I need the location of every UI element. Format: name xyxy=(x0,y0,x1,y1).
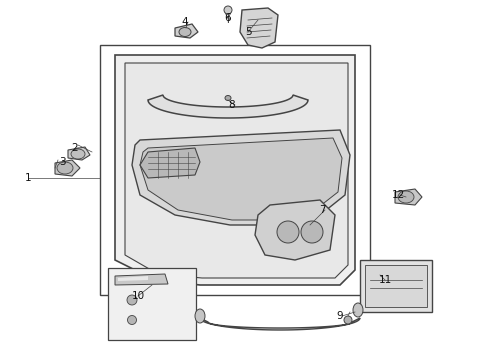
Text: 10: 10 xyxy=(131,291,145,301)
Ellipse shape xyxy=(344,316,352,324)
Polygon shape xyxy=(115,274,168,285)
Polygon shape xyxy=(68,147,90,160)
Bar xyxy=(365,265,427,307)
Polygon shape xyxy=(118,276,148,281)
Ellipse shape xyxy=(71,149,85,159)
Bar xyxy=(100,45,370,295)
Text: 3: 3 xyxy=(59,157,65,167)
Ellipse shape xyxy=(398,191,414,203)
Polygon shape xyxy=(240,8,278,48)
Polygon shape xyxy=(200,318,360,330)
Polygon shape xyxy=(140,148,200,178)
Ellipse shape xyxy=(225,95,231,100)
Text: 5: 5 xyxy=(245,27,251,37)
Ellipse shape xyxy=(224,6,232,14)
Text: 9: 9 xyxy=(337,311,343,321)
Text: 1: 1 xyxy=(24,173,31,183)
Ellipse shape xyxy=(57,162,73,174)
Ellipse shape xyxy=(353,303,363,317)
Polygon shape xyxy=(132,130,350,225)
Text: 12: 12 xyxy=(392,190,405,200)
Text: 2: 2 xyxy=(72,143,78,153)
Polygon shape xyxy=(175,24,198,38)
Polygon shape xyxy=(395,189,422,205)
Bar xyxy=(108,268,196,340)
Text: 4: 4 xyxy=(182,17,188,27)
Polygon shape xyxy=(125,63,348,278)
Polygon shape xyxy=(55,160,80,176)
Text: 11: 11 xyxy=(378,275,392,285)
Ellipse shape xyxy=(277,221,299,243)
Ellipse shape xyxy=(301,221,323,243)
Text: 8: 8 xyxy=(229,100,235,110)
Ellipse shape xyxy=(179,27,191,36)
Bar xyxy=(360,260,432,312)
Polygon shape xyxy=(255,200,335,260)
Ellipse shape xyxy=(127,295,137,305)
Text: 7: 7 xyxy=(318,205,325,215)
Polygon shape xyxy=(140,138,342,220)
Text: 6: 6 xyxy=(225,13,231,23)
Polygon shape xyxy=(115,55,355,285)
Polygon shape xyxy=(148,95,308,118)
Ellipse shape xyxy=(195,309,205,323)
Ellipse shape xyxy=(127,315,137,324)
